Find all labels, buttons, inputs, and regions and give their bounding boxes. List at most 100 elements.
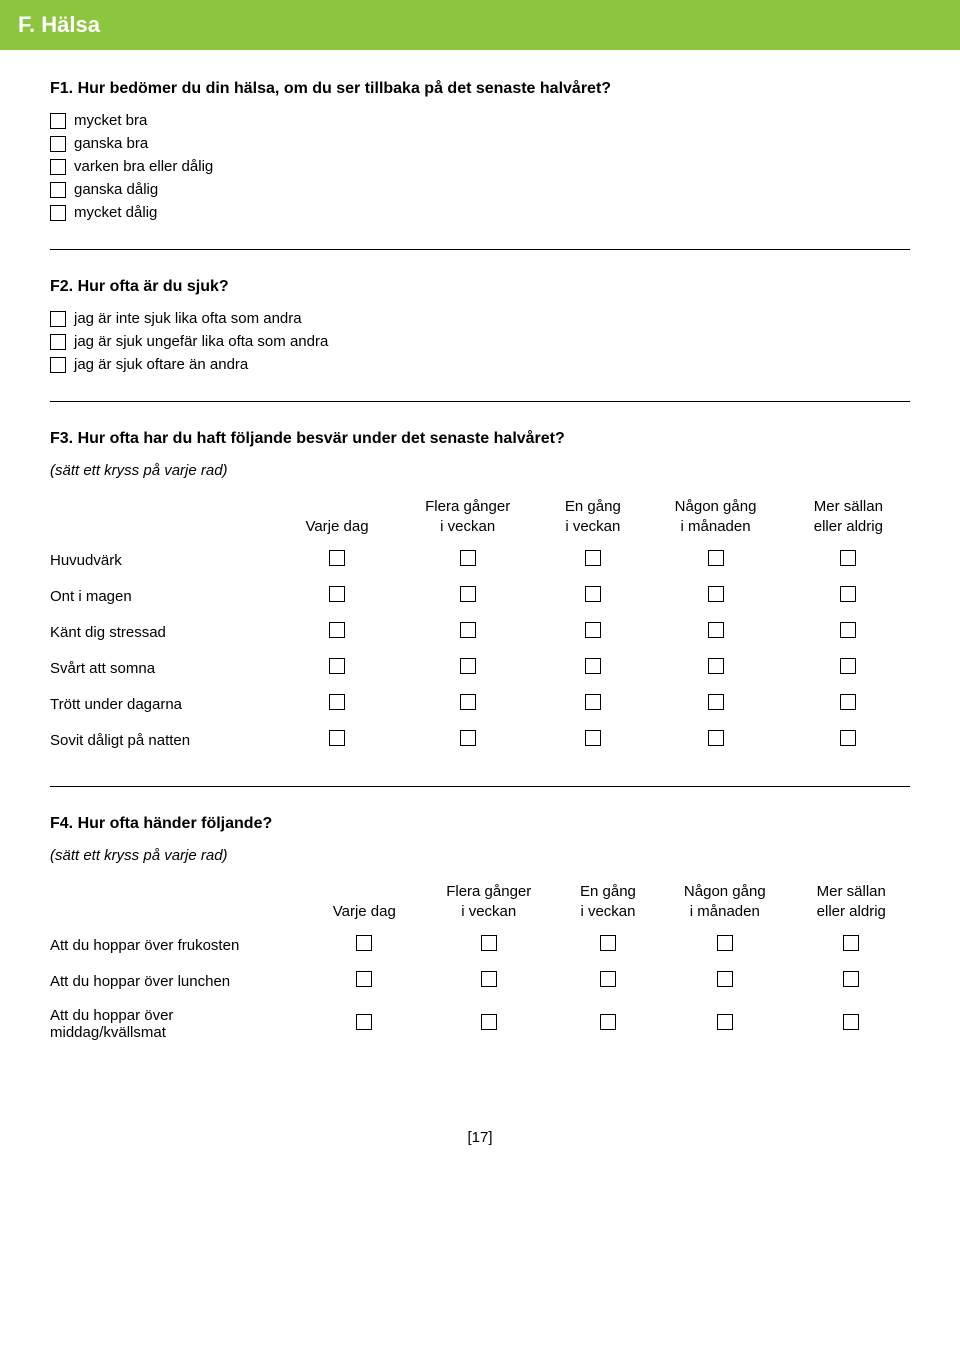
checkbox[interactable] xyxy=(708,586,724,602)
f1-option-list: mycket bra ganska bra varken bra eller d… xyxy=(50,112,910,221)
page-container: F. Hälsa F1. Hur bedömer du din hälsa, o… xyxy=(0,0,960,1186)
checkbox[interactable] xyxy=(329,658,345,674)
column-header: Någon gångi månaden xyxy=(644,493,786,542)
f4-matrix: Varje dag Flera gångeri veckan En gångi … xyxy=(50,878,910,1049)
checkbox[interactable] xyxy=(329,694,345,710)
checkbox[interactable] xyxy=(585,694,601,710)
table-row: Att du hoppar över frukosten xyxy=(50,927,910,963)
question-f4: F4. Hur ofta händer följande? (sätt ett … xyxy=(50,815,910,1049)
row-label: Huvudvärk xyxy=(50,542,280,578)
checkbox[interactable] xyxy=(708,622,724,638)
checkbox[interactable] xyxy=(708,550,724,566)
f3-matrix: Varje dag Flera gångeri veckan En gångi … xyxy=(50,493,910,758)
question-f1-text: F1. Hur bedömer du din hälsa, om du ser … xyxy=(50,80,910,98)
row-label: Känt dig stressad xyxy=(50,614,280,650)
option-label: jag är inte sjuk lika ofta som andra xyxy=(74,310,302,327)
checkbox[interactable] xyxy=(585,622,601,638)
table-row: Ont i magen xyxy=(50,578,910,614)
checkbox[interactable] xyxy=(600,971,616,987)
checkbox[interactable] xyxy=(481,935,497,951)
option-row: varken bra eller dålig xyxy=(50,158,910,175)
option-row: mycket dålig xyxy=(50,204,910,221)
checkbox[interactable] xyxy=(840,550,856,566)
checkbox[interactable] xyxy=(460,694,476,710)
checkbox[interactable] xyxy=(460,550,476,566)
checkbox[interactable] xyxy=(356,971,372,987)
checkbox[interactable] xyxy=(50,205,66,221)
column-header: Varje dag xyxy=(310,878,419,927)
checkbox[interactable] xyxy=(356,935,372,951)
checkbox[interactable] xyxy=(600,935,616,951)
row-label: Svårt att somna xyxy=(50,650,280,686)
checkbox[interactable] xyxy=(481,971,497,987)
option-label: mycket dålig xyxy=(74,204,157,221)
question-f4-text: F4. Hur ofta händer följande? xyxy=(50,815,910,833)
checkbox[interactable] xyxy=(50,113,66,129)
checkbox[interactable] xyxy=(329,622,345,638)
column-header: En gångi veckan xyxy=(559,878,657,927)
checkbox[interactable] xyxy=(585,730,601,746)
option-row: jag är inte sjuk lika ofta som andra xyxy=(50,310,910,327)
row-label: Att du hoppar över lunchen xyxy=(50,963,310,999)
row-label: Ont i magen xyxy=(50,578,280,614)
checkbox[interactable] xyxy=(843,1014,859,1030)
checkbox[interactable] xyxy=(50,159,66,175)
checkbox[interactable] xyxy=(50,334,66,350)
checkbox[interactable] xyxy=(717,935,733,951)
option-label: jag är sjuk oftare än andra xyxy=(74,356,248,373)
checkbox[interactable] xyxy=(50,182,66,198)
checkbox[interactable] xyxy=(481,1014,497,1030)
f2-option-list: jag är inte sjuk lika ofta som andra jag… xyxy=(50,310,910,373)
checkbox[interactable] xyxy=(50,311,66,327)
checkbox[interactable] xyxy=(843,935,859,951)
checkbox[interactable] xyxy=(585,550,601,566)
option-label: ganska dålig xyxy=(74,181,158,198)
divider xyxy=(50,786,910,787)
checkbox[interactable] xyxy=(843,971,859,987)
checkbox[interactable] xyxy=(585,586,601,602)
divider xyxy=(50,249,910,250)
checkbox[interactable] xyxy=(585,658,601,674)
table-row: Att du hoppar övermiddag/kvällsmat xyxy=(50,999,910,1049)
table-row: Huvudvärk xyxy=(50,542,910,578)
checkbox[interactable] xyxy=(460,622,476,638)
checkbox[interactable] xyxy=(460,586,476,602)
checkbox[interactable] xyxy=(717,971,733,987)
row-label: Att du hoppar övermiddag/kvällsmat xyxy=(50,999,310,1049)
page-number: [17] xyxy=(50,1129,910,1146)
checkbox[interactable] xyxy=(329,550,345,566)
checkbox[interactable] xyxy=(717,1014,733,1030)
question-f1: F1. Hur bedömer du din hälsa, om du ser … xyxy=(50,80,910,221)
question-f3-hint: (sätt ett kryss på varje rad) xyxy=(50,462,910,479)
column-header: Någon gångi månaden xyxy=(657,878,793,927)
row-label: Att du hoppar över frukosten xyxy=(50,927,310,963)
checkbox[interactable] xyxy=(840,586,856,602)
question-f4-hint: (sätt ett kryss på varje rad) xyxy=(50,847,910,864)
checkbox[interactable] xyxy=(329,586,345,602)
checkbox[interactable] xyxy=(708,694,724,710)
checkbox[interactable] xyxy=(50,357,66,373)
question-f2-text: F2. Hur ofta är du sjuk? xyxy=(50,278,910,296)
row-label: Sovit dåligt på natten xyxy=(50,722,280,758)
table-row: Svårt att somna xyxy=(50,650,910,686)
column-header: Flera gångeri veckan xyxy=(394,493,541,542)
checkbox[interactable] xyxy=(708,730,724,746)
table-row: Känt dig stressad xyxy=(50,614,910,650)
checkbox[interactable] xyxy=(840,658,856,674)
matrix-corner xyxy=(50,878,310,927)
checkbox[interactable] xyxy=(840,730,856,746)
column-header: Mer sällaneller aldrig xyxy=(793,878,910,927)
checkbox[interactable] xyxy=(329,730,345,746)
table-row: Att du hoppar över lunchen xyxy=(50,963,910,999)
checkbox[interactable] xyxy=(460,730,476,746)
checkbox[interactable] xyxy=(840,622,856,638)
column-header: Flera gångeri veckan xyxy=(419,878,559,927)
checkbox[interactable] xyxy=(50,136,66,152)
checkbox[interactable] xyxy=(708,658,724,674)
divider xyxy=(50,401,910,402)
checkbox[interactable] xyxy=(460,658,476,674)
checkbox[interactable] xyxy=(600,1014,616,1030)
option-label: varken bra eller dålig xyxy=(74,158,213,175)
checkbox[interactable] xyxy=(840,694,856,710)
checkbox[interactable] xyxy=(356,1014,372,1030)
